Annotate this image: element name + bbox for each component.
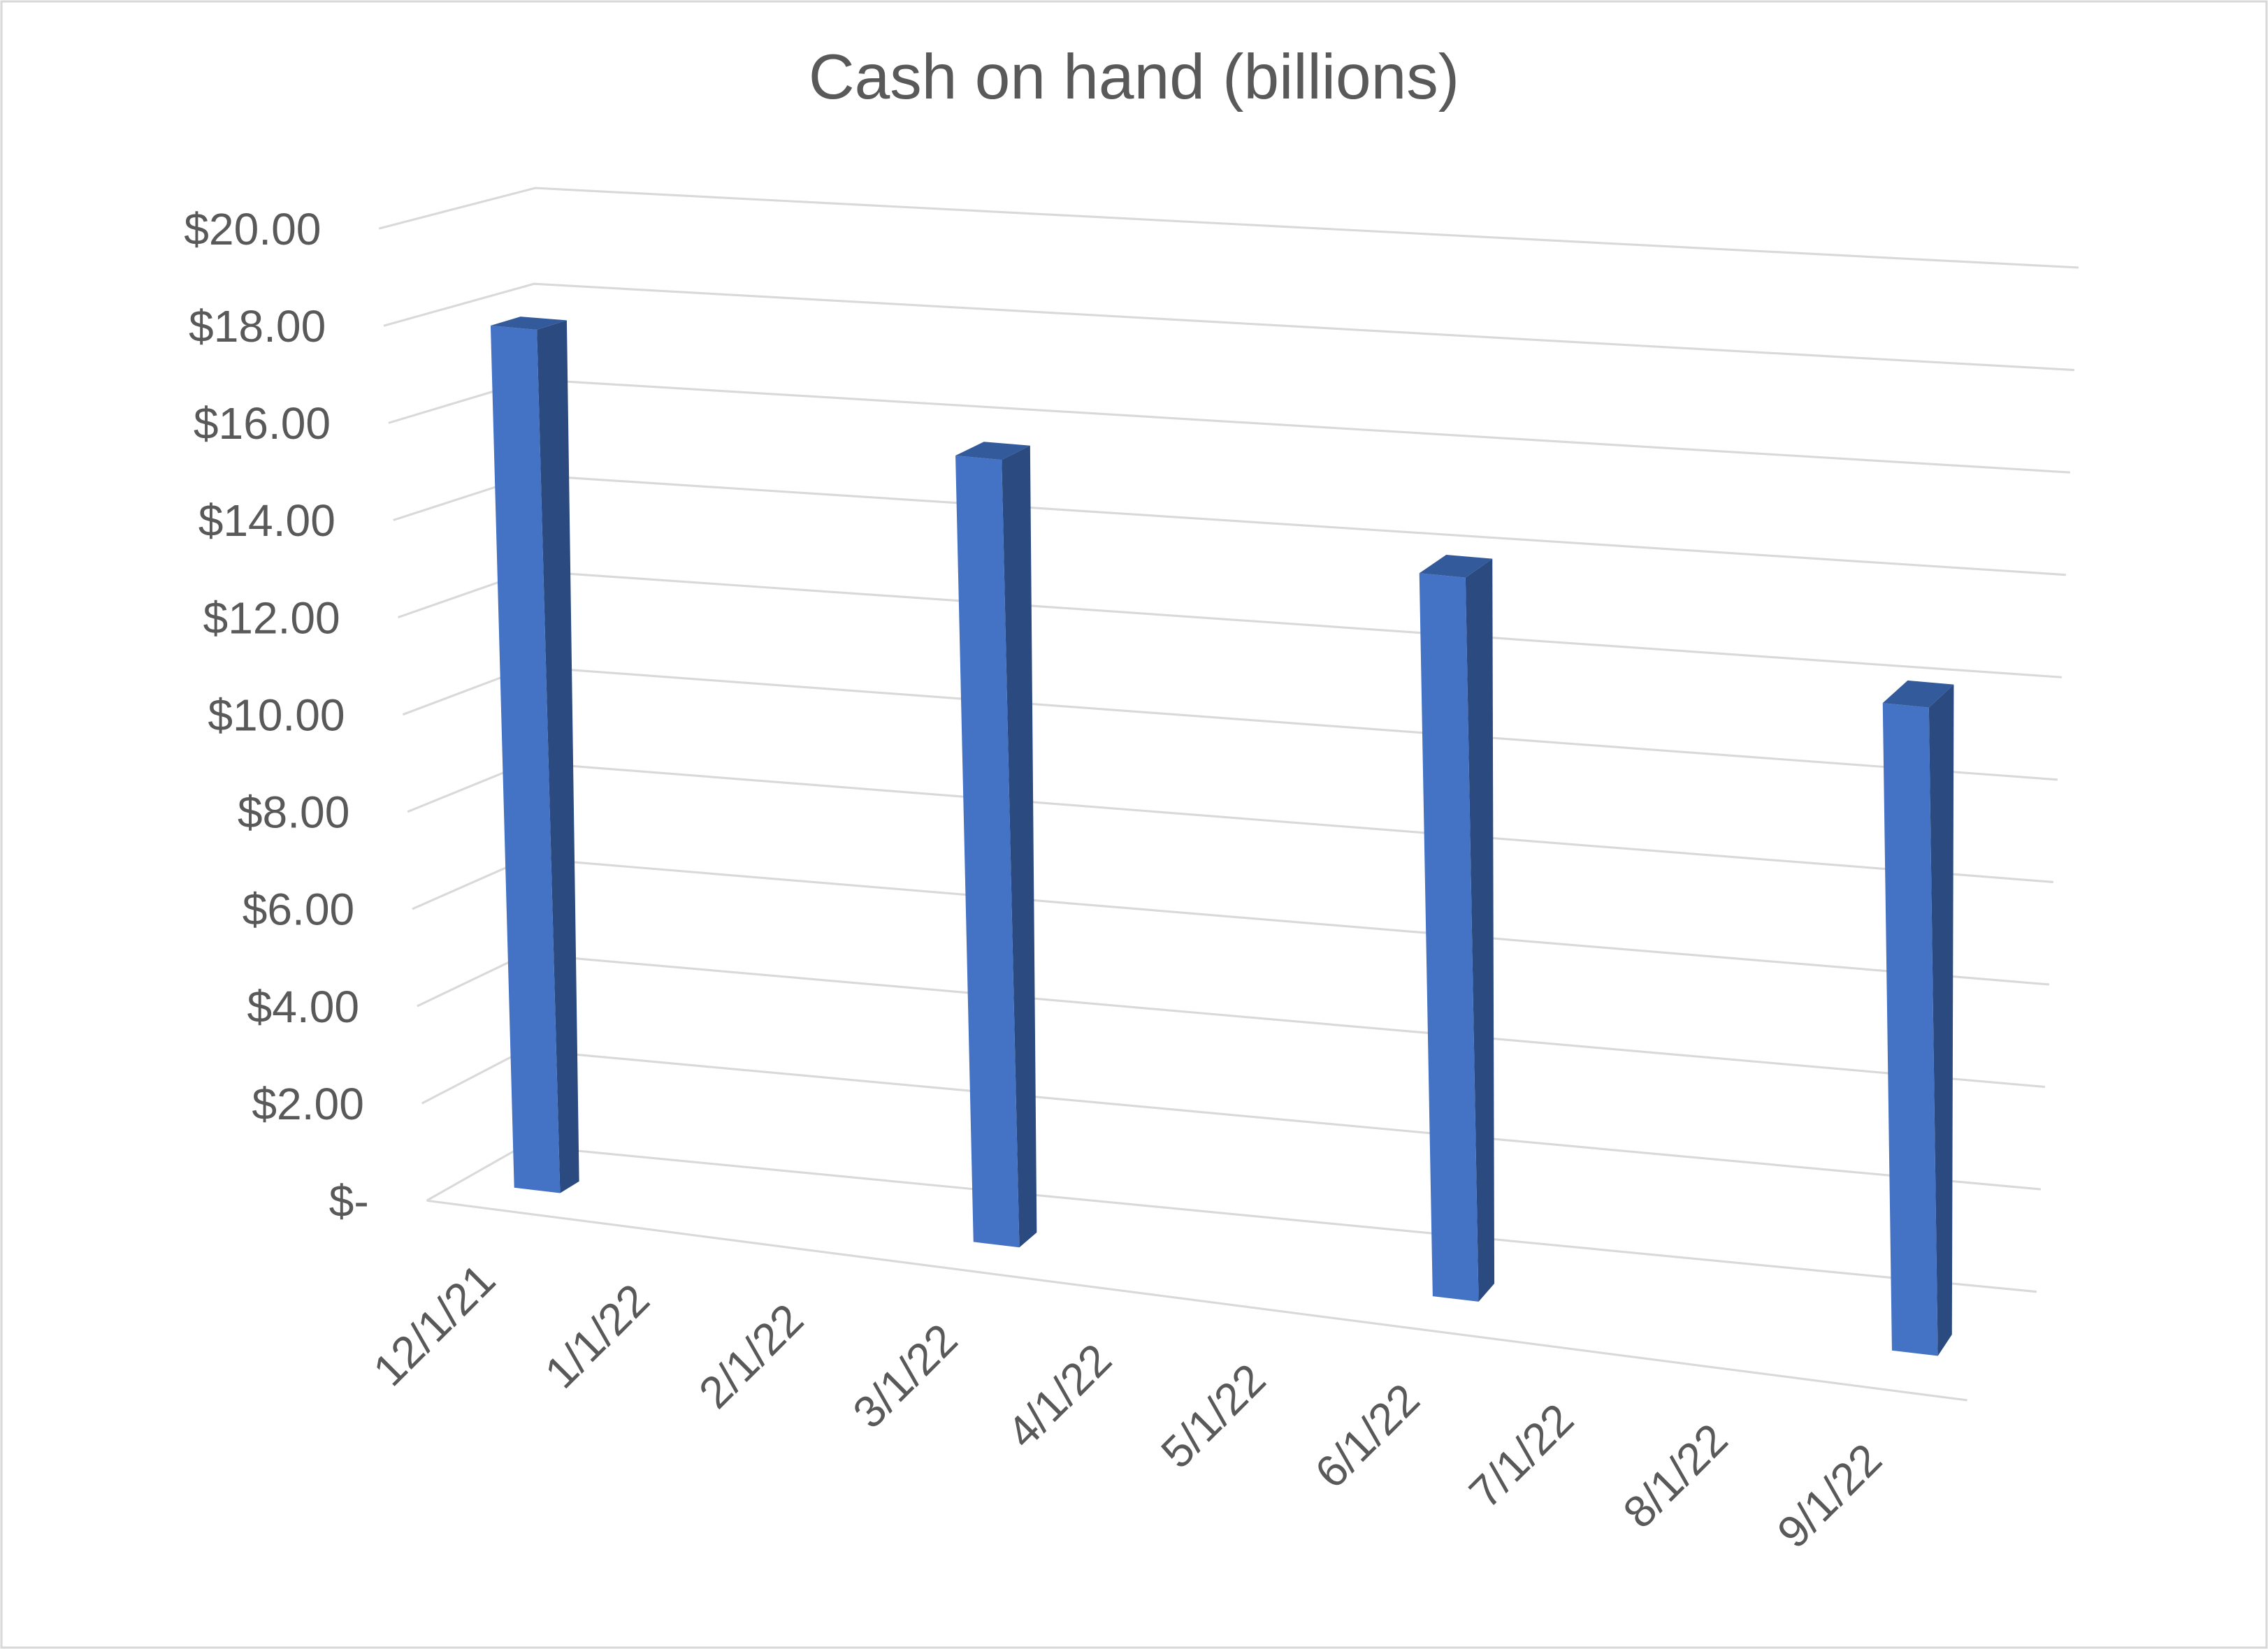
bar-12/1/21 — [490, 317, 579, 1193]
gridline — [383, 282, 2074, 372]
bar-6/1/22 — [1419, 555, 1495, 1302]
y-tick-label: $4.00 — [247, 982, 360, 1032]
chart-title: Cash on hand (billions) — [809, 42, 1459, 112]
y-tick-label: $20.00 — [184, 204, 321, 254]
bar-front-face — [490, 325, 561, 1193]
bar-front-face — [1419, 573, 1479, 1302]
y-tick-label: $12.00 — [203, 593, 340, 643]
y-tick-label: $- — [329, 1176, 369, 1226]
x-axis-line — [426, 1199, 1967, 1402]
bar-front-face — [1882, 703, 1938, 1356]
y-tick-label: $2.00 — [252, 1079, 364, 1129]
y-tick-label: $10.00 — [208, 690, 345, 740]
bar-top-face — [1882, 680, 1954, 708]
y-tick-label: $6.00 — [243, 885, 355, 935]
bar-9/1/22 — [1882, 680, 1954, 1356]
y-tick-label: $14.00 — [198, 495, 335, 546]
y-axis-labels: $- $2.00 $4.00 $6.00 $8.00 $10.00 $12.00 $14.00… — [184, 204, 368, 1226]
bars — [490, 317, 1954, 1356]
gridline — [378, 187, 2079, 269]
bar-side-face — [537, 320, 579, 1193]
bar-top-face — [490, 317, 567, 330]
bar-3/1/22 — [955, 442, 1037, 1248]
y-tick-label: $16.00 — [194, 398, 331, 449]
y-tick-label: $8.00 — [238, 787, 350, 838]
bar-top-face — [1419, 555, 1493, 578]
bar-side-face — [1465, 558, 1495, 1302]
bar-top-face — [955, 442, 1030, 460]
y-tick-label: $18.00 — [189, 301, 326, 351]
bar-side-face — [1928, 684, 1954, 1356]
bar-front-face — [955, 455, 1020, 1248]
bar-side-face — [1002, 445, 1037, 1248]
